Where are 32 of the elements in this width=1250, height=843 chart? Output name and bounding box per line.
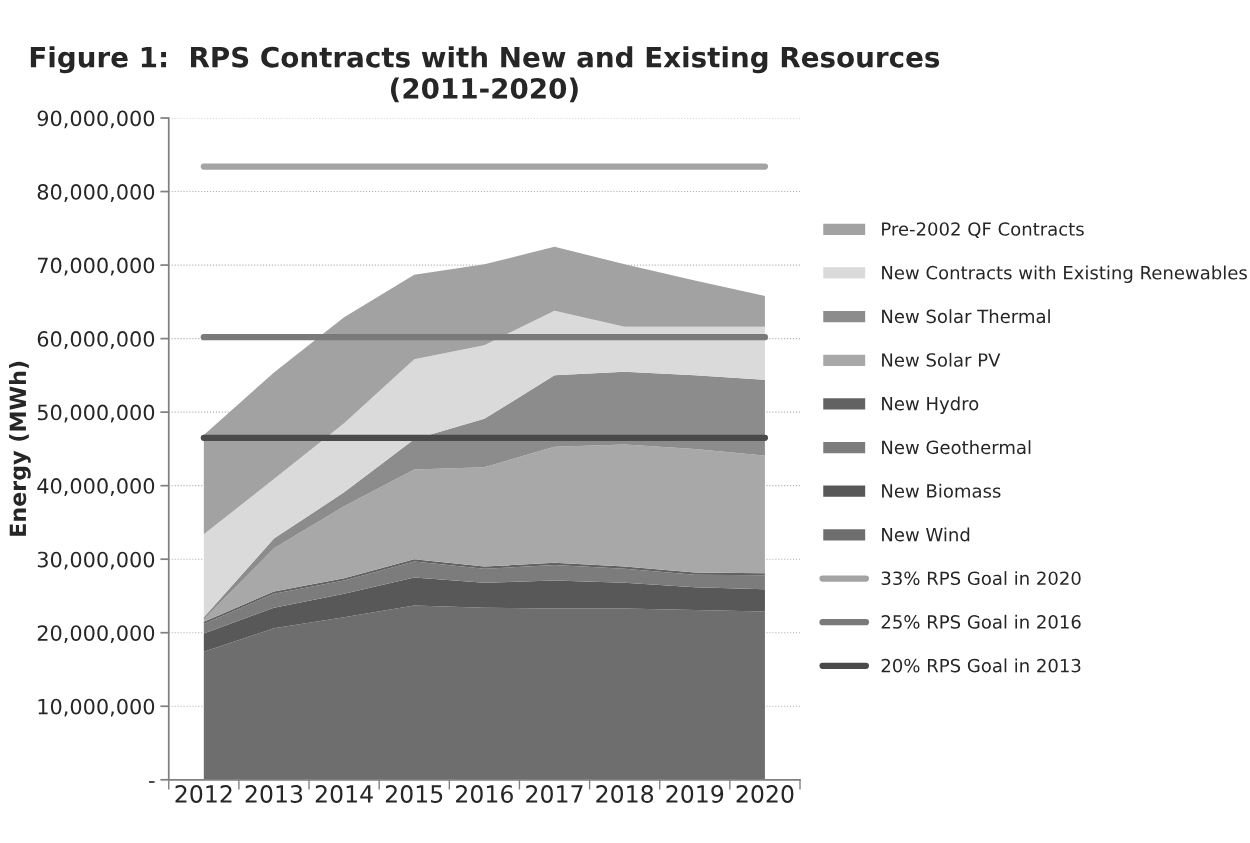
y-tick-label: 10,000,000 (38, 698, 155, 717)
legend-label: 20% RPS Goal in 2013 (881, 658, 1081, 673)
y-tick-label: 90,000,000 (37, 110, 155, 129)
x-tick-label: 2016 (456, 785, 513, 803)
x-tick-label: 2015 (385, 785, 443, 803)
x-tick-label: 2019 (666, 785, 724, 803)
y-tick-label: 30,000,000 (37, 551, 155, 570)
legend-label: New Wind (882, 527, 970, 542)
y-tick-label: - (149, 781, 155, 783)
legend-label: 33% RPS Goal in 2020 (881, 571, 1081, 586)
legend-label: New Geothermal (882, 440, 1031, 455)
x-tick-label: 2012 (175, 785, 232, 803)
y-tick-label: 20,000,000 (37, 625, 155, 644)
x-tick-label: 2020 (736, 785, 794, 803)
legend-label: New Hydro (882, 396, 979, 414)
x-tick-label: 2018 (596, 785, 654, 803)
y-tick-label: 60,000,000 (37, 331, 155, 349)
y-tick-label: 80,000,000 (37, 184, 155, 202)
y-tick-label: 50,000,000 (37, 404, 155, 423)
legend-label: New Contracts with Existing Renewables (882, 265, 1247, 284)
legend-label: New Solar Thermal (882, 309, 1050, 324)
x-tick-label: 2013 (245, 785, 303, 803)
chart-title: Figure 1: RPS Contracts with New and Existing Resources (2011-2020) (30, 46, 940, 103)
legend-label: New Solar PV (882, 352, 1001, 367)
y-axis-title: Energy (MWh) (9, 361, 31, 536)
legend-label: 25% RPS Goal in 2016 (881, 614, 1081, 629)
y-tick-label: 70,000,000 (37, 257, 155, 276)
legend-label: New Biomass (882, 483, 1001, 498)
x-tick-label: 2014 (315, 785, 373, 803)
y-tick-label: 40,000,000 (37, 478, 155, 496)
legend-label: Pre-2002 QF Contracts (882, 222, 1084, 238)
x-tick-label: 2017 (526, 785, 583, 803)
